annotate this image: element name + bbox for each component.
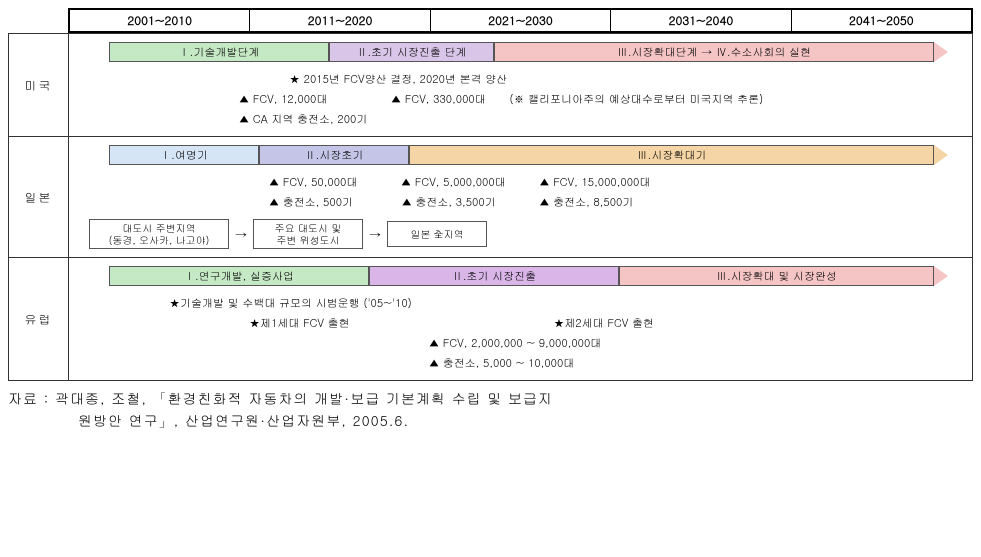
country-content-europe: Ⅰ.연구개발, 실증사업 Ⅱ.초기 시장진출 Ⅲ.시장확대 및 시장완성 ★기술…	[69, 258, 972, 380]
header-col: 2021~2030	[431, 10, 611, 31]
flow-box: 주요 대도시 및 주변 위성도시	[253, 219, 363, 249]
country-label-europe: 유럽	[9, 258, 69, 380]
source-line: 원방안 연구」, 산업연구원·산업자원부, 2005.6.	[8, 409, 973, 431]
note-text: ★ 2015년 FCV양산 결정, 2020년 본격 양산	[89, 70, 507, 90]
flow-box: 대도시 주변지역 (동경, 오사카, 나고야)	[89, 219, 229, 249]
note-text: (※ 캘리포니아주의 예상대수로부터 미국지역 추론)	[489, 90, 763, 110]
country-content-japan: Ⅰ.여명기 Ⅱ.시장초기 Ⅲ.시장확대기 ▲ FCV, 50,000대 ▲ FC…	[69, 137, 972, 257]
phase-box: Ⅱ.초기 시장진출 단계	[329, 42, 494, 62]
flow-text: 일본 全지역	[410, 227, 463, 241]
note-text: ▲ FCV, 12,000대	[89, 90, 327, 110]
country-japan: 일본 Ⅰ.여명기 Ⅱ.시장초기 Ⅲ.시장확대기 ▲ FCV, 50,000대 ▲…	[8, 137, 973, 258]
phase-box: Ⅲ.시장확대 및 시장완성	[619, 266, 934, 286]
source-citation: 자료 : 곽대종, 조철, 「환경친화적 자동차의 개발·보급 기본계획 수립 …	[8, 387, 973, 431]
header-spacer	[8, 8, 68, 33]
notes-japan: ▲ FCV, 50,000대 ▲ FCV, 5,000,000대 ▲ FCV, …	[69, 173, 972, 213]
phase-box: Ⅰ.여명기	[109, 145, 259, 165]
phase-box: Ⅱ.초기 시장진출	[369, 266, 619, 286]
note-text: ▲ FCV, 50,000대	[89, 173, 357, 193]
note-text: ▲ FCV, 5,000,000대	[361, 173, 506, 193]
note-text: ▲ CA 지역 충전소, 200기	[89, 110, 367, 130]
arrow-right-icon: →	[369, 226, 381, 243]
country-europe: 유럽 Ⅰ.연구개발, 실증사업 Ⅱ.초기 시장진출 Ⅲ.시장확대 및 시장완성 …	[8, 258, 973, 381]
arrow-tip-icon	[934, 145, 948, 165]
source-line: 자료 : 곽대종, 조철, 「환경친화적 자동차의 개발·보급 기본계획 수립 …	[8, 387, 973, 409]
phase-box: Ⅲ.시장확대단계 → Ⅳ.수소사회의 실현	[494, 42, 934, 62]
country-content-usa: Ⅰ.기술개발단계 Ⅱ.초기 시장진출 단계 Ⅲ.시장확대단계 → Ⅳ.수소사회의…	[69, 34, 972, 136]
timeline-europe: Ⅰ.연구개발, 실증사업 Ⅱ.초기 시장진출 Ⅲ.시장확대 및 시장완성	[69, 266, 972, 286]
phase-box: Ⅲ.시장확대기	[409, 145, 934, 165]
header-col: 2011~2020	[250, 10, 430, 31]
arrow-right-icon: →	[235, 226, 247, 243]
notes-usa: ★ 2015년 FCV양산 결정, 2020년 본격 양산 ▲ FCV, 12,…	[69, 70, 972, 130]
note-text: ▲ FCV, 15,000,000대	[509, 173, 650, 193]
note-text: ★제2세대 FCV 출현	[353, 314, 654, 334]
header-col: 2001~2010	[70, 10, 250, 31]
flow-japan: 대도시 주변지역 (동경, 오사카, 나고야) → 주요 대도시 및 주변 위성…	[69, 219, 972, 249]
note-text: ▲ 충전소, 5,000 ~ 10,000대	[89, 354, 574, 374]
country-label-usa: 미국	[9, 34, 69, 136]
note-text: ▲ 충전소, 8,500기	[499, 193, 633, 213]
note-text: ▲ 충전소, 3,500기	[357, 193, 496, 213]
country-label-japan: 일본	[9, 137, 69, 257]
timeline-japan: Ⅰ.여명기 Ⅱ.시장초기 Ⅲ.시장확대기	[69, 145, 972, 165]
phase-box: Ⅰ.연구개발, 실증사업	[109, 266, 369, 286]
timeline-usa: Ⅰ.기술개발단계 Ⅱ.초기 시장진출 단계 Ⅲ.시장확대단계 → Ⅳ.수소사회의…	[69, 42, 972, 62]
flow-box: 일본 全지역	[387, 221, 487, 247]
flow-text: 대도시 주변지역 (동경, 오사카, 나고야)	[109, 221, 210, 247]
header-row: 2001~2010 2011~2020 2021~2030 2031~2040 …	[68, 8, 973, 33]
arrow-tip-icon	[934, 266, 948, 286]
roadmap-diagram: 2001~2010 2011~2020 2021~2030 2031~2040 …	[8, 8, 973, 431]
note-text: ★기술개발 및 수백대 규모의 시범운행 ('05~'10)	[89, 294, 412, 314]
note-text: ▲ FCV, 2,000,000 ~ 9,000,000대	[89, 334, 601, 354]
header-col: 2041~2050	[792, 10, 971, 31]
arrow-tip-icon	[934, 42, 948, 62]
phase-box: Ⅱ.시장초기	[259, 145, 409, 165]
phase-box: Ⅰ.기술개발단계	[109, 42, 329, 62]
note-text: ▲ 충전소, 500기	[89, 193, 353, 213]
notes-europe: ★기술개발 및 수백대 규모의 시범운행 ('05~'10) ★제1세대 FCV…	[69, 294, 972, 374]
flow-text: 주요 대도시 및 주변 위성도시	[275, 221, 342, 247]
header-col: 2031~2040	[611, 10, 791, 31]
country-usa: 미국 Ⅰ.기술개발단계 Ⅱ.초기 시장진출 단계 Ⅲ.시장확대단계 → Ⅳ.수소…	[8, 33, 973, 137]
note-text: ▲ FCV, 330,000대	[331, 90, 486, 110]
note-text: ★제1세대 FCV 출현	[89, 314, 350, 334]
